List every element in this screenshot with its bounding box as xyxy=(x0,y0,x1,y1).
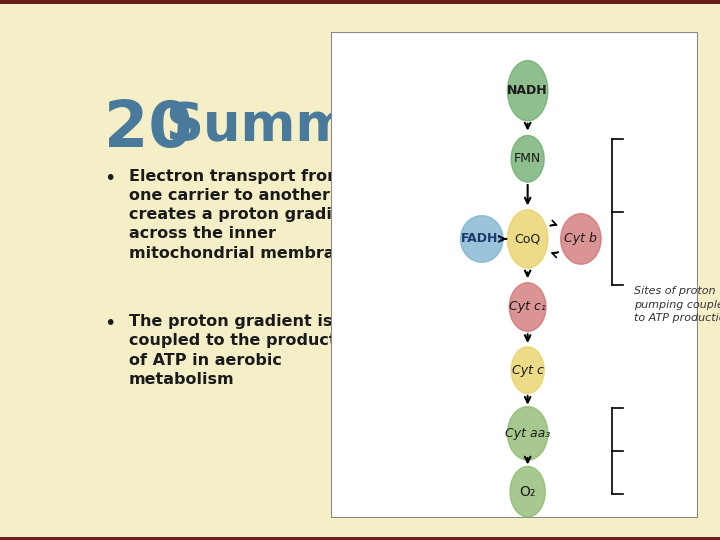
Text: CoQ: CoQ xyxy=(515,232,541,246)
Ellipse shape xyxy=(511,347,544,394)
Ellipse shape xyxy=(508,60,548,121)
FancyBboxPatch shape xyxy=(331,32,698,518)
Ellipse shape xyxy=(561,214,601,264)
Text: FADH₂: FADH₂ xyxy=(460,232,503,246)
Text: The proton gradient is
coupled to the production
of ATP in aerobic
metabolism: The proton gradient is coupled to the pr… xyxy=(129,314,365,387)
Text: Cyt c₁: Cyt c₁ xyxy=(509,300,546,314)
Ellipse shape xyxy=(508,407,548,460)
Text: •: • xyxy=(104,168,115,188)
Text: 20: 20 xyxy=(104,98,193,160)
Text: Cyt aa₃: Cyt aa₃ xyxy=(505,427,550,440)
Ellipse shape xyxy=(509,283,546,332)
Text: FMN: FMN xyxy=(514,152,541,165)
Text: Cyt b: Cyt b xyxy=(564,232,598,246)
Text: Cyt c: Cyt c xyxy=(512,363,544,377)
Text: NADH: NADH xyxy=(508,84,548,97)
Text: •: • xyxy=(104,314,115,333)
Ellipse shape xyxy=(510,467,545,517)
Ellipse shape xyxy=(461,215,503,262)
Text: 20-6: 20-6 xyxy=(590,450,631,468)
Ellipse shape xyxy=(508,210,548,268)
Text: Electron transport from
one carrier to another
creates a proton gradient
across : Electron transport from one carrier to a… xyxy=(129,168,362,261)
Ellipse shape xyxy=(511,136,544,182)
Text: Summary: Summary xyxy=(166,100,446,152)
Text: Sites of proton
pumping coupled
to ATP production: Sites of proton pumping coupled to ATP p… xyxy=(634,286,720,323)
Text: O₂: O₂ xyxy=(519,485,536,498)
